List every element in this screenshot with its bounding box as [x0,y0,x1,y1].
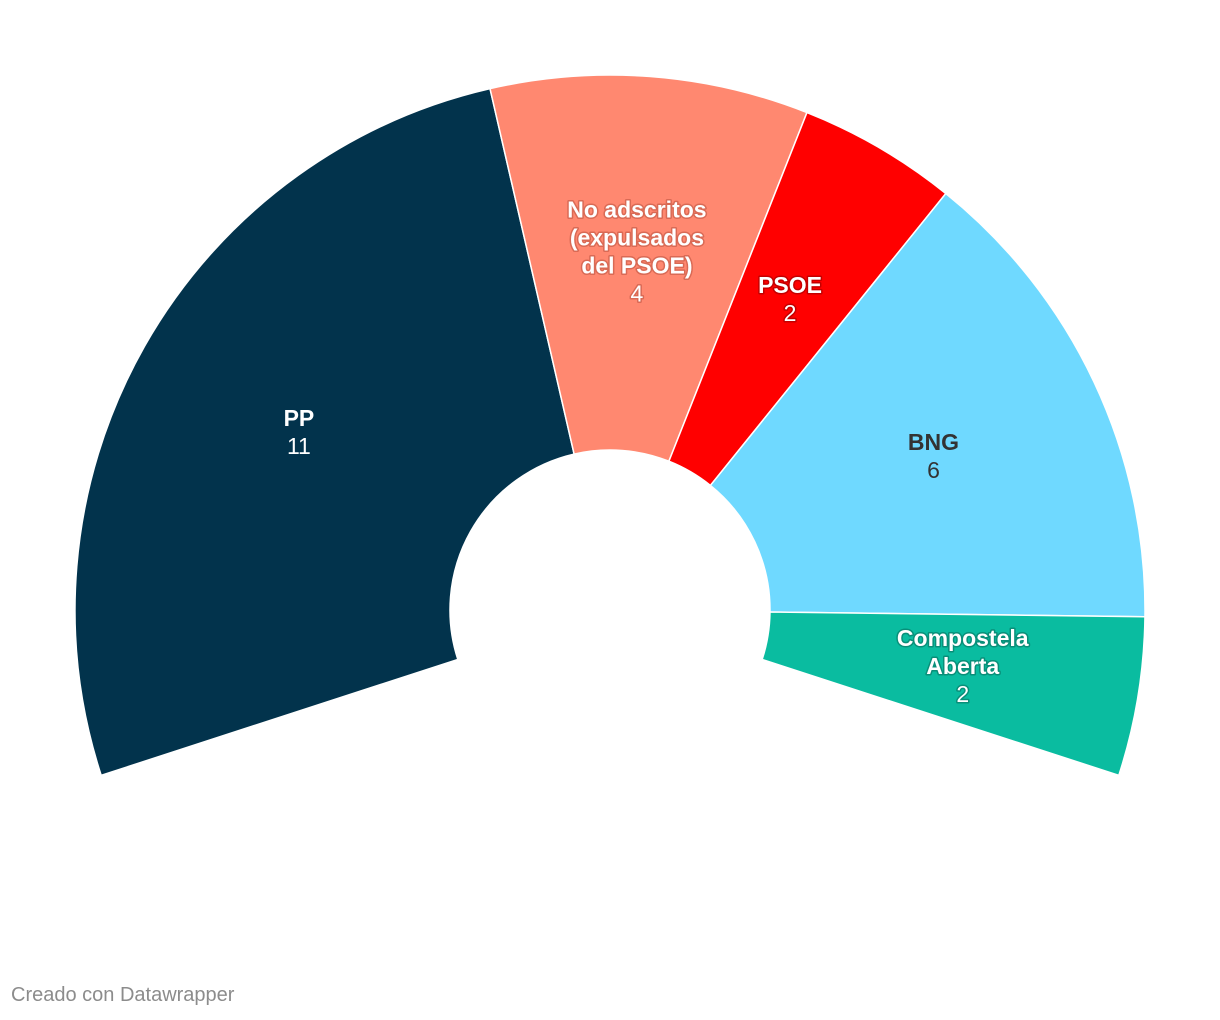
slice-name-compostela-aberta: Aberta [926,653,999,679]
slice-compostela-aberta[interactable] [761,611,1146,777]
slice-value-compostela-aberta: 2 [956,681,969,707]
slice-name-no-adscritos-expulsados-del-psoe: del PSOE) [581,253,692,279]
chart-labels: PP 11 No adscritos (expulsados del PSOE) 4 PSO… [282,195,1030,709]
chart-slices [74,74,1146,777]
slice-value-bng: 6 [927,457,940,483]
slice-no-adscritos-expulsados-del-psoe[interactable] [489,74,808,463]
slice-name-psoe: PSOE [758,272,822,298]
slice-name-bng: BNG [908,429,959,455]
label-pp: PP 11 [284,405,315,459]
slice-bng[interactable] [709,192,1146,618]
credit-text[interactable]: Creado con Datawrapper [11,984,235,1006]
label-compostela-aberta: Compostela Aberta 2 [897,625,1029,707]
label-psoe: PSOE 2 [758,272,822,326]
slice-value-no-adscritos-expulsados-del-psoe: 4 [631,281,644,307]
slice-value-pp: 11 [287,433,311,459]
slice-pp[interactable] [74,87,576,777]
slice-name-no-adscritos-expulsados-del-psoe: No adscritos [567,197,706,223]
slice-name-no-adscritos-expulsados-del-psoe: (expulsados [570,225,704,251]
label-no-adscritos-expulsados-del-psoe: No adscritos (expulsados del PSOE) 4 [567,197,706,307]
slice-name-pp: PP [284,405,315,431]
slice-name-compostela-aberta: Compostela [897,625,1029,651]
slice-value-psoe: 2 [784,300,797,326]
label-bng: BNG 6 [908,429,959,483]
